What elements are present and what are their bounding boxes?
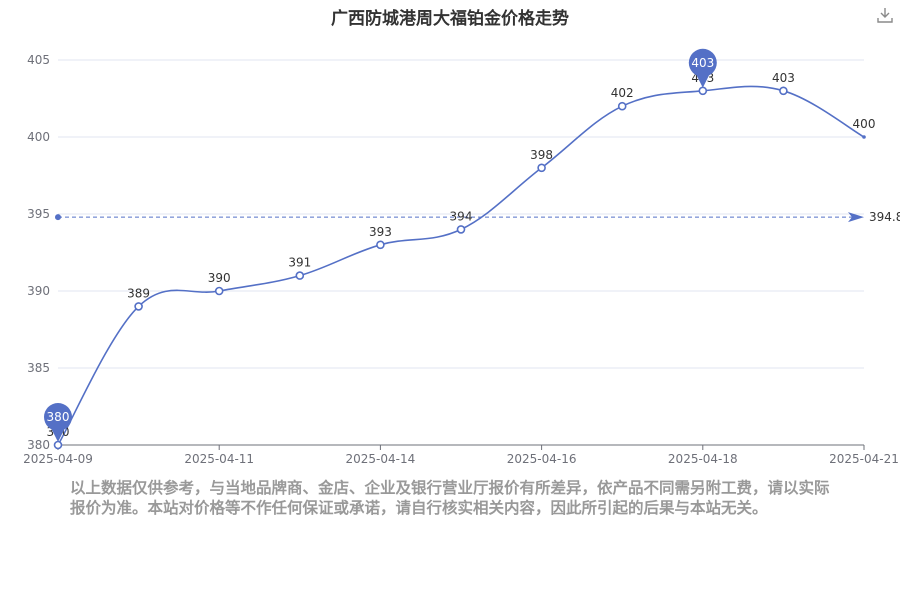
data-label: 390 [208,271,231,285]
x-tick-label: 2025-04-18 [668,452,738,466]
data-label: 402 [611,86,634,100]
x-tick-label: 2025-04-11 [184,452,254,466]
data-label: 393 [369,225,392,239]
data-point [456,225,466,234]
x-tick-label: 2025-04-09 [23,452,93,466]
data-point [376,240,385,250]
data-label: 398 [530,148,553,162]
data-point [779,86,788,96]
mark-pin-label: 380 [47,410,70,424]
disclaimer-text: 以上数据仅供参考，与当地品牌商、金店、企业及银行营业厅报价有所差异，依产品不同需… [70,479,830,517]
data-point [698,86,708,96]
data-point [617,101,627,111]
data-label: 400 [853,117,876,131]
data-label: 394 [450,209,473,223]
data-points: 380389390391393394398402403403400 [47,71,876,450]
data-label: 403 [772,71,795,85]
y-tick-label: 390 [27,284,50,298]
data-label: 389 [127,286,150,300]
data-point [53,440,63,450]
data-point [295,271,305,280]
x-tick-label: 2025-04-16 [507,452,577,466]
data-point [214,286,224,296]
data-point [537,163,546,173]
mark-pins: 380 403 [44,48,717,442]
mark-pin-tail [51,428,65,442]
mark-pin-min [44,403,72,431]
data-point [134,302,143,311]
mark-pin-max [688,48,717,77]
download-icon[interactable] [876,6,894,24]
x-tick-label: 2025-04-14 [346,452,416,466]
x-axis-labels: 2025-04-09 2025-04-11 2025-04-14 2025-04-16… [23,452,899,466]
y-tick-label: 380 [27,438,50,452]
x-axis [57,444,865,450]
y-tick-label: 385 [27,361,50,375]
y-axis-labels: 380 385 390 395 400 405 [27,53,50,452]
data-point [862,135,866,139]
mark-line-arrow [848,212,864,223]
chart-title: 广西防城港周大福铂金价格走势 [331,9,569,29]
x-tick-label: 2025-04-21 [829,452,899,466]
y-tick-label: 405 [27,53,50,67]
y-tick-label: 400 [27,130,50,144]
average-label: 394.8 [869,210,900,224]
mark-pin-tail [695,73,710,88]
data-label: 391 [288,256,311,270]
mark-pin-label: 403 [691,56,714,70]
series-line [57,85,865,446]
average-mark-line: 394.8 [55,210,900,224]
y-tick-label: 395 [27,207,50,221]
